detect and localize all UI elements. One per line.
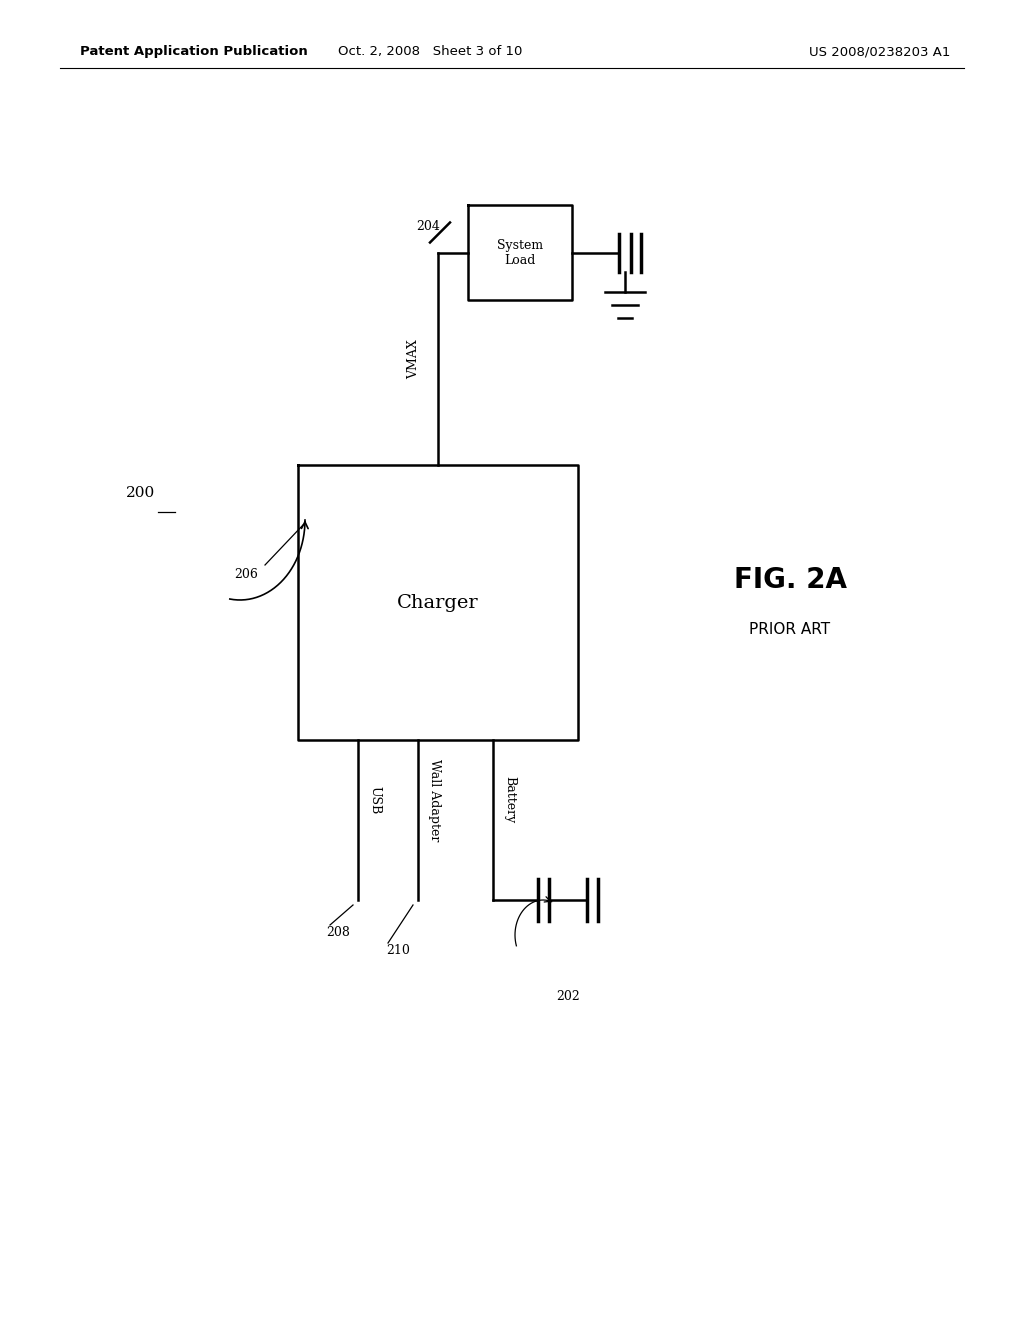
Text: USB: USB (368, 785, 381, 814)
Text: Charger: Charger (397, 594, 479, 611)
Text: 206: 206 (234, 569, 258, 582)
Text: FIG. 2A: FIG. 2A (733, 566, 847, 594)
Text: US 2008/0238203 A1: US 2008/0238203 A1 (809, 45, 950, 58)
Text: Wall Adapter: Wall Adapter (428, 759, 441, 841)
Text: Patent Application Publication: Patent Application Publication (80, 45, 308, 58)
Text: 204: 204 (416, 220, 440, 234)
Text: PRIOR ART: PRIOR ART (750, 623, 830, 638)
Text: Battery: Battery (503, 776, 516, 824)
Text: Oct. 2, 2008   Sheet 3 of 10: Oct. 2, 2008 Sheet 3 of 10 (338, 45, 522, 58)
Text: 202: 202 (556, 990, 580, 1003)
Text: 208: 208 (326, 925, 350, 939)
Text: 200: 200 (126, 486, 155, 500)
Text: System
Load: System Load (497, 239, 543, 267)
Text: 210: 210 (386, 944, 410, 957)
Text: VMAX: VMAX (407, 339, 420, 379)
